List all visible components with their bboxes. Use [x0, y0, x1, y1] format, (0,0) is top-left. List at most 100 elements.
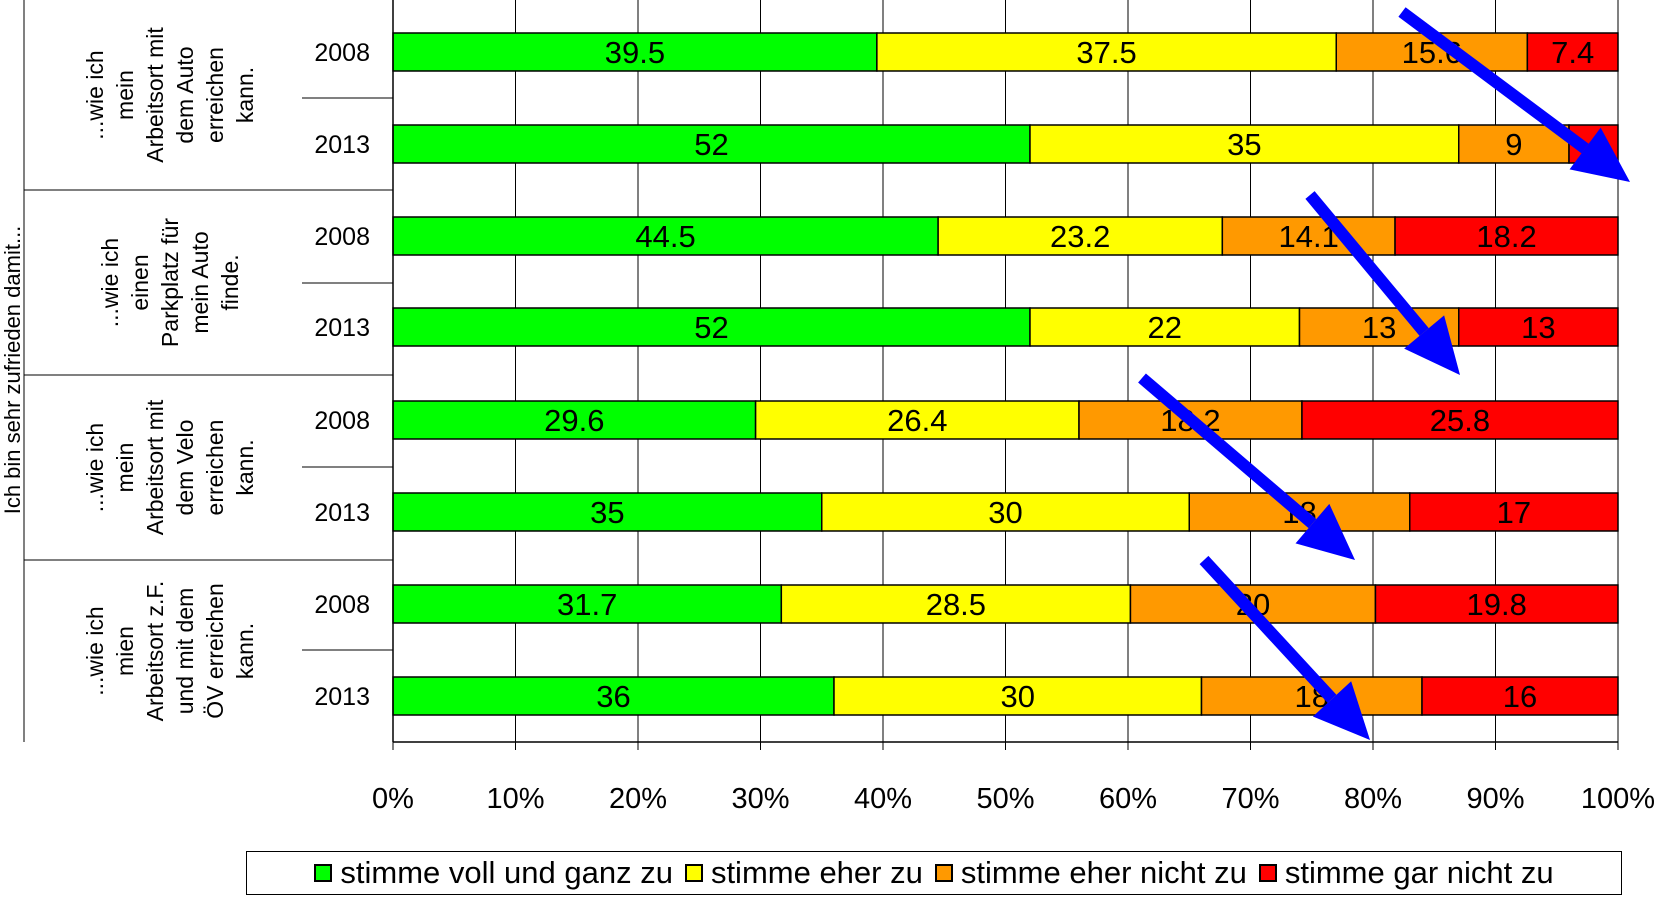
data-label: 37.5: [1076, 35, 1136, 70]
data-label: 26.4: [887, 403, 947, 438]
data-label: 29.6: [544, 403, 604, 438]
bar-segment: [392, 32, 878, 72]
bar-segment: [1409, 492, 1619, 532]
trend-arrow-shaft: [1305, 191, 1429, 336]
data-label: 22: [1148, 310, 1182, 345]
data-label: 31.7: [557, 587, 617, 622]
bar-segment: [392, 216, 939, 256]
category-label: 2008: [314, 407, 370, 435]
bar-segment: [1374, 584, 1619, 624]
group-label-line: mien: [112, 626, 138, 676]
x-tick-label: 100%: [1581, 783, 1655, 815]
group-label-line: ...wie ich: [82, 50, 108, 139]
legend-label: stimme voll und ganz zu: [340, 855, 673, 890]
group-label-line: mein Auto: [187, 231, 213, 333]
trend-arrow-head: [1295, 503, 1355, 560]
x-tick-label: 80%: [1344, 783, 1402, 815]
group-label-line: kann.: [232, 439, 258, 495]
category-label: 2008: [314, 223, 370, 251]
data-label: 16: [1503, 679, 1537, 714]
bar-segment: [392, 124, 1031, 164]
group-label-line: dem Auto: [172, 46, 198, 143]
legend-swatch: [684, 864, 703, 882]
x-tick-label: 0%: [372, 783, 414, 815]
data-label: 9: [1505, 127, 1522, 162]
data-label: 44.5: [635, 219, 695, 254]
group-label-line: ...wie ich: [82, 606, 108, 695]
bar-segment: [754, 400, 1080, 440]
arrows-layer: [1138, 7, 1630, 740]
legend-swatch: [934, 864, 953, 882]
group-label-line: finde.: [217, 254, 243, 310]
legend-item: stimme eher nicht zu: [934, 855, 1247, 891]
bar-segment: [1458, 124, 1570, 164]
x-tick-label: 20%: [609, 783, 667, 815]
group-label-line: mein: [112, 443, 138, 493]
bar-segment: [780, 584, 1132, 624]
group-label-line: erreichen: [202, 420, 228, 516]
trend-arrow-shaft: [1138, 373, 1317, 529]
legend-swatch: [314, 864, 333, 882]
trend-arrow-shaft: [1398, 7, 1589, 154]
legend-swatch: [1258, 864, 1277, 882]
bar-segment: [1029, 124, 1460, 164]
data-label: 52: [694, 127, 728, 162]
data-label: 13: [1521, 310, 1555, 345]
group-label-line: erreichen: [202, 47, 228, 143]
group-label-line: Arbeitsort mit: [142, 399, 168, 535]
group-label-line: dem Velo: [172, 420, 198, 516]
category-label: 2013: [314, 499, 370, 527]
data-label: 35: [590, 495, 624, 530]
bars-layer: [392, 32, 1619, 716]
bar-segment: [392, 492, 823, 532]
bar-segment: [1029, 307, 1301, 347]
category-label: 2013: [314, 314, 370, 342]
x-tick-label: 40%: [854, 783, 912, 815]
data-label: 18.2: [1476, 219, 1536, 254]
y-axis-title: Ich bin sehr zufrieden damit...: [0, 226, 25, 515]
legend-label: stimme eher zu: [710, 855, 923, 890]
group-label-line: und mit dem: [172, 588, 198, 715]
group-label-line: ...wie ich: [97, 238, 123, 327]
group-label-line: ...wie ich: [82, 423, 108, 512]
x-tick-label: 60%: [1099, 783, 1157, 815]
trend-arrow-head: [1404, 315, 1460, 375]
legend-item: stimme eher zu: [684, 855, 923, 891]
bar-segment: [1421, 676, 1619, 716]
data-label: 36: [596, 679, 630, 714]
legend-item: stimme voll und ganz zu: [314, 855, 673, 891]
bar-segment: [1221, 216, 1396, 256]
group-label-line: kann.: [232, 67, 258, 123]
legend: stimme voll und ganz zu stimme eher zu sti…: [246, 851, 1622, 895]
data-label: 30: [1001, 679, 1035, 714]
group-label-line: Parkplatz für: [157, 218, 183, 347]
data-label: 25.8: [1430, 403, 1490, 438]
x-tick-label: 10%: [486, 783, 544, 815]
group-label-line: einen: [127, 254, 153, 310]
bar-segment: [876, 32, 1337, 72]
legend-label: stimme eher nicht zu: [960, 855, 1247, 890]
x-tick-label: 70%: [1221, 783, 1279, 815]
axis-layer: 0% 10% 20% 30% 40% 50% 60% 70% 80% 90% 100%: [372, 0, 1655, 815]
data-label: 7.4: [1551, 35, 1594, 70]
group-separators: [23, 0, 393, 742]
category-label: 2013: [314, 683, 370, 711]
x-tick-label: 30%: [731, 783, 789, 815]
data-label: 19.8: [1467, 587, 1527, 622]
legend-item: stimme gar nicht zu: [1258, 855, 1554, 891]
data-label: 28.5: [926, 587, 986, 622]
bar-segment: [1301, 400, 1619, 440]
data-label: 17: [1497, 495, 1531, 530]
data-label: 39.5: [605, 35, 665, 70]
data-label: 23.2: [1050, 219, 1110, 254]
trend-arrow-shaft: [1199, 555, 1337, 703]
data-label: 52: [694, 310, 728, 345]
bar-segment: [1458, 307, 1619, 347]
group-label-line: Arbeitsort z.F.: [142, 581, 168, 722]
bar-segment: [937, 216, 1224, 256]
bar-segment: [1526, 32, 1619, 72]
data-label: 35: [1227, 127, 1261, 162]
group-label-line: kann.: [232, 623, 258, 679]
